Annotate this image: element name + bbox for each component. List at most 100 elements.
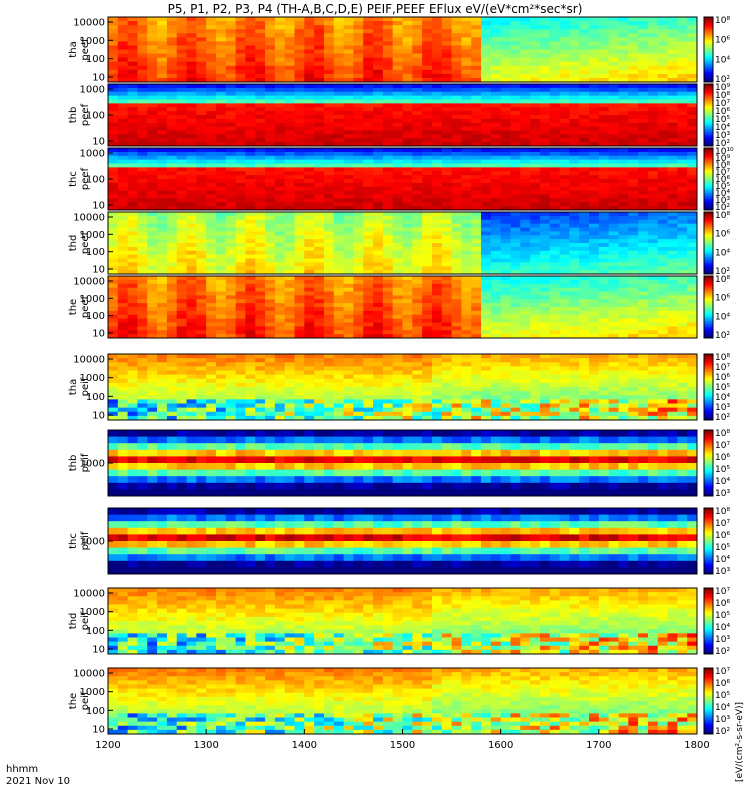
- colorbar-segment: [704, 119, 713, 122]
- heatmap-cell: [687, 25, 698, 30]
- heatmap-cell: [667, 69, 678, 75]
- heatmap-cell: [687, 262, 698, 267]
- colorbar-segment: [704, 39, 713, 42]
- heatmap-cell: [147, 17, 158, 22]
- heatmap-cell: [530, 45, 541, 50]
- heatmap-cell: [431, 134, 443, 139]
- heatmap-cell: [343, 243, 354, 248]
- heatmap-cell: [294, 91, 305, 97]
- heatmap-cell: [363, 91, 374, 97]
- heatmap-cell: [520, 77, 531, 83]
- heatmap-cell: [137, 258, 148, 263]
- heatmap-cell: [137, 61, 148, 67]
- heatmap-cell: [481, 151, 492, 157]
- heatmap-cell: [363, 326, 374, 331]
- heatmap-cell: [373, 107, 384, 112]
- heatmap-cell: [431, 49, 443, 54]
- heatmap-cell: [628, 57, 639, 63]
- heatmap-cell: [255, 279, 266, 285]
- heatmap-cell: [255, 215, 266, 221]
- heatmap-cell: [245, 279, 256, 285]
- heatmap-cell: [255, 266, 266, 271]
- heatmap-cell: [422, 65, 433, 71]
- heatmap-cell: [108, 235, 119, 240]
- heatmap-cell: [598, 295, 610, 300]
- heatmap-cell: [108, 53, 119, 59]
- heatmap-cell: [176, 279, 187, 285]
- heatmap-cell: [225, 107, 237, 112]
- colorbar-segment: [704, 188, 713, 191]
- heatmap-cell: [137, 65, 148, 71]
- heatmap-cell: [157, 212, 168, 217]
- heatmap-cell: [108, 37, 119, 42]
- heatmap-cell: [314, 287, 325, 292]
- heatmap-cell: [186, 107, 197, 112]
- heatmap-cell: [628, 299, 639, 304]
- heatmap-cell: [373, 77, 384, 83]
- heatmap-cell: [618, 235, 629, 240]
- heatmap-cell: [549, 142, 560, 147]
- heatmap-cell: [677, 206, 688, 211]
- heatmap-cell: [284, 258, 295, 263]
- heatmap-cell: [186, 17, 197, 22]
- heatmap-cell: [294, 142, 305, 147]
- heatmap-cell: [431, 167, 443, 172]
- heatmap-cell: [157, 95, 168, 100]
- heatmap-cell: [422, 115, 433, 120]
- heatmap-cell: [559, 175, 570, 180]
- heatmap-cell: [481, 53, 492, 59]
- heatmap-cell: [500, 194, 511, 199]
- heatmap-cell: [490, 95, 502, 100]
- heatmap-cell: [589, 91, 600, 97]
- heatmap-cell: [206, 258, 217, 263]
- heatmap-cell: [481, 99, 492, 104]
- heatmap-cell: [314, 49, 325, 54]
- heatmap-cell: [490, 49, 502, 54]
- heatmap-cell: [402, 299, 413, 304]
- heatmap-cell: [392, 250, 403, 256]
- heatmap-cell: [373, 29, 384, 34]
- heatmap-cell: [373, 111, 384, 116]
- heatmap-cell: [147, 307, 158, 312]
- heatmap-cell: [353, 258, 364, 263]
- heatmap-cell: [638, 57, 649, 63]
- heatmap-cell: [117, 49, 129, 54]
- heatmap-cell: [245, 151, 256, 157]
- heatmap-cell: [490, 212, 502, 217]
- heatmap-cell: [373, 53, 384, 59]
- heatmap-cell: [657, 206, 668, 211]
- heatmap-cell: [530, 194, 541, 199]
- heatmap-cell: [284, 179, 295, 184]
- heatmap-cell: [490, 33, 502, 38]
- heatmap-cell: [333, 84, 344, 89]
- heatmap-cell: [530, 111, 541, 116]
- heatmap-cell: [441, 99, 452, 104]
- heatmap-cell: [451, 61, 462, 67]
- heatmap-cell: [323, 291, 335, 296]
- heatmap-cell: [412, 314, 423, 320]
- heatmap-cell: [117, 142, 129, 147]
- heatmap-cell: [608, 33, 619, 38]
- heatmap-cell: [412, 130, 423, 135]
- heatmap-cell: [127, 231, 138, 236]
- heatmap-cell: [215, 126, 227, 131]
- heatmap-cell: [255, 57, 266, 63]
- heatmap-cell: [274, 122, 286, 128]
- heatmap-cell: [667, 243, 678, 248]
- heatmap-cell: [667, 138, 678, 143]
- heatmap-cell: [451, 254, 462, 259]
- heatmap-cell: [667, 159, 678, 164]
- heatmap-cell: [530, 167, 541, 172]
- heatmap-cell: [559, 37, 570, 42]
- heatmap-cell: [431, 243, 443, 248]
- heatmap-cell: [176, 134, 187, 139]
- heatmap-cell: [373, 334, 384, 339]
- heatmap-cell: [245, 330, 256, 335]
- heatmap-cell: [294, 206, 305, 211]
- heatmap-cell: [667, 17, 678, 22]
- heatmap-cell: [481, 291, 492, 296]
- heatmap-cell: [333, 77, 344, 83]
- heatmap-cell: [579, 215, 590, 221]
- heatmap-cell: [490, 322, 502, 327]
- heatmap-cell: [117, 87, 129, 93]
